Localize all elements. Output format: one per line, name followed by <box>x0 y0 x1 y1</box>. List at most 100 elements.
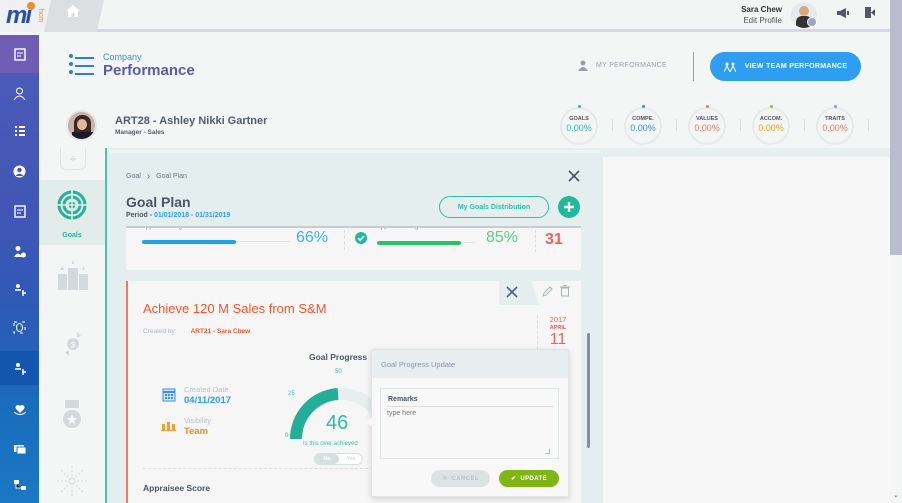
popup-title: Goal Progress Update <box>381 360 456 369</box>
panel-scrollbar[interactable] <box>587 333 590 448</box>
remarks-label: Remarks <box>388 396 418 403</box>
remarks-textarea[interactable] <box>387 410 553 454</box>
score-goals[interactable]: GOALS 0.00% <box>560 105 624 145</box>
created-by: Created by: ART21 - Sara Chew <box>143 328 251 335</box>
nav-item-employee[interactable] <box>0 75 39 111</box>
nav-item-user-settings[interactable] <box>0 233 39 269</box>
over-achieved-toggle[interactable]: No Yes <box>314 453 363 465</box>
add-goal-button[interactable] <box>558 196 580 218</box>
app-logo[interactable]: mi hcm <box>0 0 50 32</box>
page-scrollbar-thumb[interactable] <box>890 0 902 255</box>
x-icon: ✕ <box>442 476 448 482</box>
created-date-label: Created Date <box>184 385 229 394</box>
summary-day: 31 <box>545 231 563 248</box>
logout-icon[interactable] <box>864 6 876 19</box>
breadcrumb-goal-plan: Goal Plan <box>156 173 187 180</box>
score-traits[interactable]: TRAITS 0.00% <box>816 105 880 145</box>
delete-trash-icon[interactable] <box>560 285 570 297</box>
goal-progress-title: Goal Progress <box>309 352 368 362</box>
list-people-icon <box>14 125 25 136</box>
team-visibility-icon <box>161 422 176 431</box>
edit-pencil-icon[interactable] <box>542 286 553 297</box>
remarks-box: Remarks <box>380 388 559 459</box>
nav-item-transfer-active[interactable] <box>0 351 39 385</box>
calendar-icon <box>162 388 176 402</box>
top-bar <box>0 0 890 32</box>
scroll-down-icon[interactable]: ⌄ <box>893 492 899 499</box>
ranking-icon[interactable] <box>57 260 89 290</box>
nav-item-care[interactable] <box>0 391 39 427</box>
team-icon <box>723 62 736 72</box>
performance-list-icon <box>69 54 94 75</box>
my-goals-distribution-button[interactable]: My Goals Distribution <box>439 196 549 218</box>
nav-item-biometric[interactable] <box>0 309 39 345</box>
gauge-tick-0: 0 <box>285 433 289 439</box>
score-competencies[interactable]: COMPE. 0.00% <box>624 105 688 145</box>
salary-cycle-icon[interactable]: $ <box>63 330 83 358</box>
plus-icon <box>564 202 574 212</box>
update-button[interactable]: ✔ UPDATE <box>499 470 559 487</box>
collapse-toggle-icon[interactable]: ÷ <box>60 148 86 170</box>
appraisee-progress-bar <box>377 241 461 245</box>
medal-icon[interactable] <box>62 400 82 430</box>
fingerprint-icon <box>13 321 26 333</box>
page-subtitle: Company <box>103 52 142 62</box>
person-helmet-icon <box>13 87 26 100</box>
toggle-no[interactable]: No <box>315 454 339 464</box>
nav-item-network[interactable] <box>0 467 39 503</box>
score-summary: GOALS 0.00% COMPE. 0.00% VALUES 0.00% AC… <box>560 105 880 145</box>
document-edit-icon <box>13 204 26 218</box>
view-team-performance-button[interactable]: VIEW TEAM PERFORMANCE <box>710 52 861 81</box>
nav-item-profile[interactable] <box>0 153 39 189</box>
divider <box>126 226 581 228</box>
person-icon <box>578 60 588 71</box>
gauge-tick-50: 50 <box>335 369 342 375</box>
appraiser-progress-value: 66% <box>296 229 329 246</box>
nav-item-forms[interactable] <box>0 35 39 73</box>
left-nav <box>0 35 39 503</box>
network-icon <box>13 480 26 490</box>
score-accomplishments[interactable]: ACCOM. 0.00% <box>752 105 816 145</box>
divider <box>693 52 694 81</box>
subnav-item-goals[interactable]: Goals <box>39 180 105 245</box>
resize-handle-icon[interactable] <box>545 449 550 454</box>
detail-area <box>602 148 890 503</box>
close-goal-icon[interactable] <box>506 286 518 298</box>
megaphone-icon[interactable] <box>836 7 850 19</box>
nav-item-performance[interactable] <box>0 113 39 149</box>
heart-hand-icon <box>13 404 26 415</box>
score-values[interactable]: VALUES 0.00% <box>688 105 752 145</box>
cancel-button[interactable]: ✕ CANCEL <box>431 470 490 487</box>
breadcrumb-goal[interactable]: Goal <box>126 173 141 180</box>
popup-header <box>372 350 568 378</box>
created-date-value: 04/11/2017 <box>184 395 232 406</box>
home-icon[interactable] <box>65 4 81 18</box>
home-tab[interactable] <box>44 0 104 32</box>
gauge-tick-25: 25 <box>288 391 295 397</box>
close-panel-icon[interactable] <box>568 170 580 182</box>
employee-role: Manager - Sales <box>115 129 165 136</box>
user-gear-icon <box>13 245 26 257</box>
appraisee-progress-value: 85% <box>486 229 519 246</box>
target-icon <box>57 190 87 220</box>
user-transfer-icon <box>14 283 26 296</box>
user-circle-icon <box>13 165 26 177</box>
visibility-label: Visibility <box>184 416 211 425</box>
employee-name: ART28 - Ashley Nikki Gartner <box>115 115 268 127</box>
network-burst-icon[interactable] <box>57 466 87 496</box>
nav-item-review[interactable] <box>0 193 39 229</box>
settings-badge-icon[interactable] <box>807 17 817 27</box>
appraiser-progress-bar <box>142 240 236 244</box>
user-info[interactable]: Sara Chew Edit Profile <box>741 5 782 25</box>
goal-title: Achieve 120 M Sales from S&M <box>143 301 327 316</box>
logo-dot <box>27 2 35 10</box>
nav-item-payment[interactable] <box>0 431 39 467</box>
my-performance-button[interactable]: MY PERFORMANCE <box>578 60 667 71</box>
goal-date: 2017 APRIL 11 <box>549 315 567 348</box>
edit-profile-link[interactable]: Edit Profile <box>743 16 782 25</box>
toggle-yes[interactable]: Yes <box>346 456 356 462</box>
form-edit-icon <box>13 47 26 61</box>
panel-top-edge <box>110 150 600 153</box>
nav-item-transfer[interactable] <box>0 271 39 307</box>
visibility-value: Team <box>184 426 209 437</box>
